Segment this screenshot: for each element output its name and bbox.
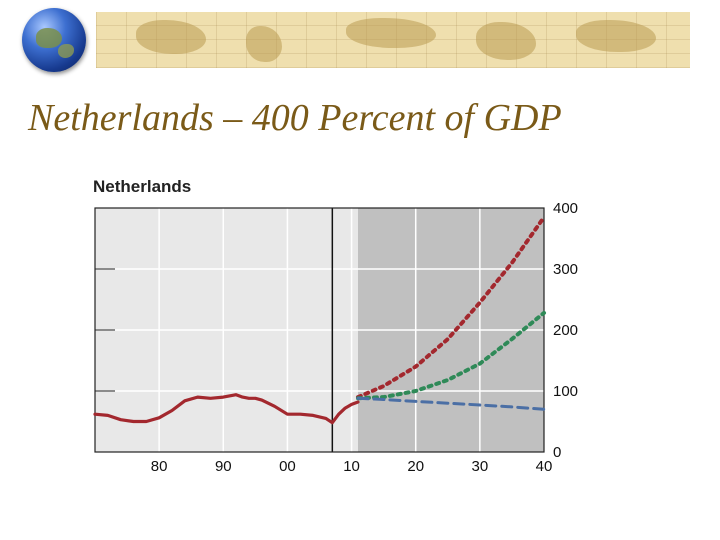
map-continent: [476, 22, 536, 60]
upper-projection-line: [356, 215, 546, 400]
x-tick-label: 10: [343, 458, 360, 475]
x-tick-label: 40: [536, 458, 553, 475]
lower-projection-line: [356, 396, 546, 411]
y-tick-label: 400: [553, 200, 578, 217]
y-tick-label: 200: [553, 322, 578, 339]
x-tick-label: 30: [472, 458, 489, 475]
map-continent: [346, 18, 436, 48]
globe-icon: [22, 8, 86, 72]
chart-title: Netherlands: [93, 177, 191, 196]
map-continent: [576, 20, 656, 52]
y-tick-label: 100: [553, 383, 578, 400]
middle-projection-line: [356, 310, 546, 401]
map-continent: [246, 26, 282, 62]
slide-banner: [0, 0, 720, 78]
historical-debt-line: [93, 393, 360, 425]
x-tick-label: 80: [151, 458, 168, 475]
y-tick-label: 300: [553, 261, 578, 278]
x-tick-label: 90: [215, 458, 232, 475]
x-tick-label: 20: [407, 458, 424, 475]
map-continent: [136, 20, 206, 54]
x-tick-label: 00: [279, 458, 296, 475]
world-map-strip: [96, 12, 690, 68]
slide-title: Netherlands – 400 Percent of GDP: [28, 97, 562, 139]
y-tick-label: 0: [553, 444, 561, 461]
